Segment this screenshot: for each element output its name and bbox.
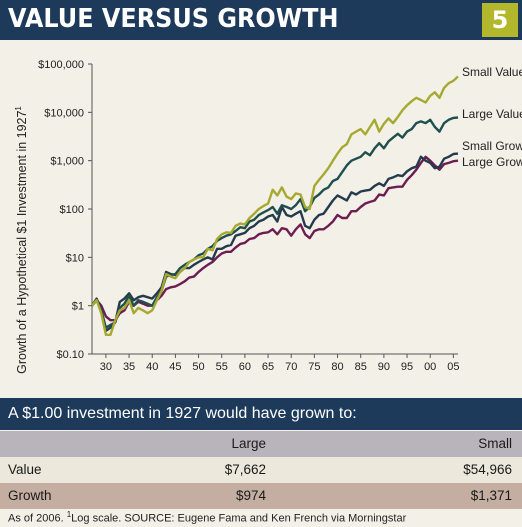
table-heading: A $1.00 investment in 1927 would have gr…	[0, 398, 522, 430]
x-tick-label: 80	[331, 361, 343, 373]
footnote-text: Log scale. SOURCE: Eugene Fama and Ken F…	[71, 512, 407, 525]
table-row-growth: Growth $974 $1,371	[0, 483, 522, 509]
footnote-prefix: As of 2006.	[8, 512, 67, 525]
y-tick-label: $100	[60, 204, 84, 216]
footnote-mark: 1	[66, 510, 72, 519]
series-labels: Small Value Large Value Small Growth Large …	[462, 65, 522, 169]
row-label-growth: Growth	[8, 488, 52, 503]
x-tick-label: 05	[447, 361, 459, 373]
chart-title: VALUE VERSUS GROWTH	[8, 4, 339, 34]
x-tick-label: 40	[146, 361, 158, 373]
x-tick-label: 85	[355, 361, 367, 373]
table-header-row: Large Small	[0, 431, 522, 457]
series-label-large-growth: Large Growth	[462, 155, 522, 169]
y-axis-label-footnote-mark: 1	[14, 106, 23, 111]
series-line-small-value	[91, 75, 459, 336]
cell-value-small: $54,966	[463, 462, 512, 477]
y-tick-label: $10	[66, 252, 84, 264]
series-line-small-growth	[90, 152, 459, 333]
series-line-large-growth	[91, 155, 459, 322]
y-tick-label: $1,000	[50, 156, 84, 168]
cell-growth-small: $1,371	[470, 488, 512, 503]
footnote: As of 2006. 1Log scale. SOURCE: Eugene F…	[8, 510, 406, 525]
y-tick-label: $0.10	[56, 349, 84, 361]
x-tick-label: 70	[285, 361, 297, 373]
x-tick-label: 30	[100, 361, 112, 373]
y-axis-label-main: Growth of a Hypothetical $1 Investment i…	[15, 111, 29, 374]
chart-header: VALUE VERSUS GROWTH 5	[0, 0, 522, 40]
series-label-small-value: Small Value	[462, 65, 522, 79]
figure-number-badge: 5	[482, 3, 518, 37]
x-tick-label: 55	[216, 361, 228, 373]
series-line-large-value	[91, 116, 459, 329]
x-tick-label: 60	[239, 361, 251, 373]
row-label-value: Value	[8, 462, 42, 477]
series-lines	[90, 75, 459, 336]
series-label-small-growth: Small Growth	[462, 139, 522, 153]
x-tick-labels: 30 35 40 45 50 55 60 65 70 75 80 85 90 95 00 05	[100, 354, 459, 373]
x-tick-label: 45	[169, 361, 181, 373]
cell-growth-large: $974	[235, 488, 266, 503]
line-chart: Growth of a Hypothetical $1 Investment i…	[14, 59, 522, 374]
column-header-large: Large	[231, 436, 266, 451]
y-tick-label: $1	[72, 301, 84, 313]
series-label-large-value: Large Value	[462, 107, 522, 121]
y-tick-label: $10,000	[44, 107, 84, 119]
y-tick-label: $100,000	[38, 59, 84, 71]
x-tick-label: 50	[192, 361, 204, 373]
y-axis-label: Growth of a Hypothetical $1 Investment i…	[14, 106, 29, 374]
x-tick-label: 90	[378, 361, 390, 373]
x-tick-label: 35	[123, 361, 135, 373]
x-tick-label: 95	[401, 361, 413, 373]
x-tick-label: 75	[308, 361, 320, 373]
x-tick-label: 00	[424, 361, 436, 373]
x-tick-label: 65	[262, 361, 274, 373]
y-tick-labels: $0.10 $1 $10 $100 $1,000 $10,000 $100,000	[38, 59, 92, 361]
table-row-value: Value $7,662 $54,966	[0, 457, 522, 483]
y-axis-title: Growth of a Hypothetical $1 Investment i…	[14, 106, 29, 374]
cell-value-large: $7,662	[224, 462, 266, 477]
column-header-small: Small	[478, 436, 512, 451]
